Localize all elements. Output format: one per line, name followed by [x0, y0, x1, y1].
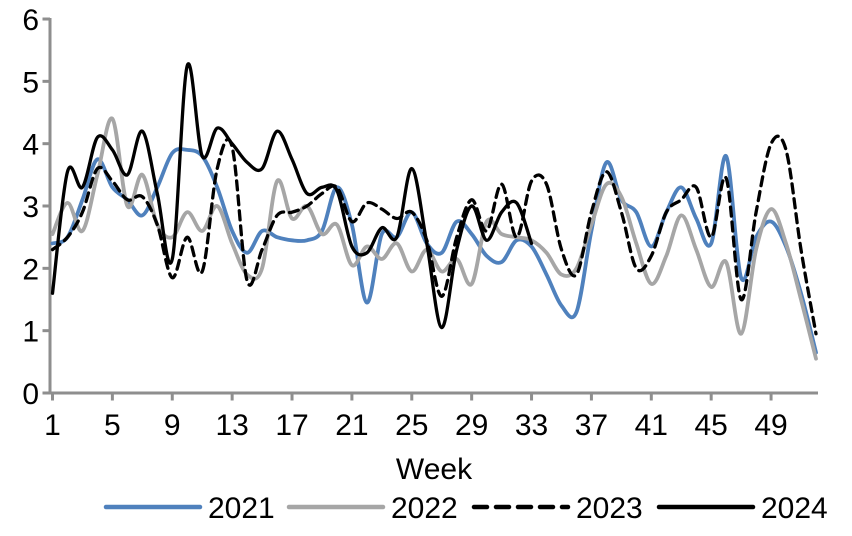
x-tick-label: 49 — [754, 409, 787, 442]
x-tick-label: 9 — [164, 409, 181, 442]
y-tick-label: 5 — [22, 66, 39, 99]
legend-label-2022: 2022 — [391, 492, 458, 525]
legend: 2021 2022 2023 2024 — [103, 492, 828, 525]
x-tick-label: 5 — [104, 409, 121, 442]
axes — [42, 17, 818, 401]
y-tick-label: 6 — [22, 4, 39, 37]
x-tick-label: 21 — [335, 409, 368, 442]
x-tick-label: 29 — [455, 409, 488, 442]
series-layer — [50, 62, 818, 361]
legend-label-2023: 2023 — [576, 492, 643, 525]
series-line-2022 — [50, 116, 818, 361]
x-tick-label: 1 — [44, 409, 61, 442]
x-axis-title: Week — [396, 453, 473, 486]
legend-item-2022: 2022 — [286, 492, 458, 525]
series-line-2021 — [50, 147, 818, 355]
y-tick-label: 0 — [22, 378, 39, 411]
series-line-2024 — [50, 62, 534, 330]
x-tick-label: 33 — [515, 409, 548, 442]
legend-label-2024: 2024 — [761, 492, 828, 525]
legend-item-2024: 2024 — [656, 492, 828, 525]
y-tick-label: 3 — [22, 191, 39, 224]
x-tick-label: 41 — [635, 409, 668, 442]
x-tick-label: 37 — [575, 409, 608, 442]
y-tick-label: 2 — [22, 253, 39, 286]
x-tick-label: 25 — [395, 409, 428, 442]
y-tick-label: 1 — [22, 316, 39, 349]
x-tick-label: 13 — [215, 409, 248, 442]
series-line-2023 — [50, 134, 818, 336]
legend-item-2023: 2023 — [471, 492, 643, 525]
y-tick-label: 4 — [22, 129, 39, 162]
x-tick-label: 45 — [694, 409, 727, 442]
x-tick-label: 17 — [275, 409, 308, 442]
legend-label-2021: 2021 — [208, 492, 275, 525]
legend-item-2021: 2021 — [103, 492, 275, 525]
